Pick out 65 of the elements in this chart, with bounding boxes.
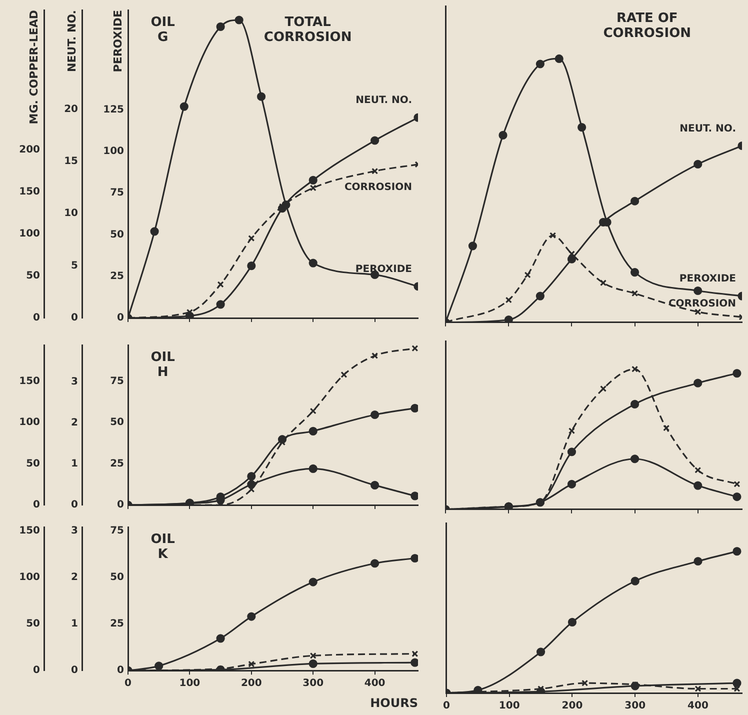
y-tick-label: 0: [117, 665, 124, 676]
x-tick-label: 300: [624, 700, 646, 712]
y-tick-label: 50: [110, 229, 124, 240]
series-label: NEUT. NO.: [356, 95, 412, 106]
y-tick-label: 25: [110, 618, 124, 630]
series-label: PEROXIDE: [679, 274, 736, 285]
y2-tick-label: 1: [71, 458, 78, 470]
y-tick-label: 0: [117, 312, 124, 324]
y2-tick-label: 0: [71, 312, 78, 324]
y2-tick-label: 15: [64, 156, 78, 167]
y-tick-label: 75: [110, 376, 124, 387]
series-label: PEROXIDE: [355, 264, 412, 275]
y2-tick-label: 0: [71, 665, 78, 676]
y3-axis-title: MG. COPPER-LEAD: [27, 10, 40, 124]
y2-tick-label: 0: [71, 500, 78, 511]
x-tick-label: 400: [688, 700, 708, 712]
y3-tick-label: 150: [19, 376, 40, 387]
annotation: OIL G: [150, 14, 175, 45]
y-tick-label: 0: [117, 500, 124, 511]
y-tick-label: 50: [110, 417, 124, 428]
y-tick-label: 25: [110, 458, 124, 470]
x-axis-title: HOURS: [370, 696, 418, 710]
x-tick-label: 300: [302, 678, 324, 690]
y2-tick-label: 10: [64, 208, 78, 220]
annotation: OIL K: [150, 532, 175, 562]
y3-tick-label: 100: [19, 417, 40, 428]
y3-tick-label: 50: [26, 458, 40, 470]
series-label: CORROSION: [344, 182, 412, 194]
y2-tick-label: 2: [71, 418, 78, 429]
y2-axis-title: NEUT. NO.: [65, 10, 78, 72]
y3-tick-label: 150: [19, 186, 40, 198]
x-tick-label: 0: [442, 700, 450, 712]
annotation: TOTAL CORROSION: [264, 14, 352, 45]
x-tick-label: 200: [562, 700, 583, 712]
y3-tick-label: 50: [26, 618, 40, 630]
y3-tick-label: 0: [33, 500, 40, 511]
y2-tick-label: 20: [64, 104, 78, 115]
y3-tick-label: 50: [26, 270, 40, 282]
y3-tick-label: 150: [19, 525, 40, 536]
text: RATE OF CORROSION: [603, 10, 692, 41]
series-label: NEUT. NO.: [680, 123, 736, 134]
series-label: CORROSION: [668, 298, 736, 310]
y3-tick-label: 100: [19, 572, 40, 583]
y2-tick-label: 2: [71, 572, 78, 583]
y-tick-label: 50: [110, 572, 124, 583]
annotation: OIL H: [150, 350, 175, 380]
y3-tick-label: 200: [19, 144, 40, 156]
y-tick-label: 75: [110, 525, 124, 536]
x-tick-label: 100: [498, 700, 520, 712]
y2-tick-label: 3: [71, 525, 78, 536]
y-tick-label: 100: [103, 146, 124, 158]
y3-tick-label: 0: [33, 312, 40, 324]
y-axis-title: PEROXIDE: [111, 10, 124, 72]
y2-tick-label: 1: [71, 618, 78, 630]
y2-tick-label: 5: [71, 260, 78, 272]
x-tick-label: 200: [240, 678, 262, 690]
x-tick-label: 400: [364, 678, 386, 690]
y-tick-label: 25: [110, 270, 124, 282]
y3-tick-label: 100: [19, 228, 40, 240]
y-tick-label: 75: [110, 188, 124, 199]
x-tick-label: 100: [179, 678, 200, 690]
x-tick-label: 0: [124, 678, 132, 690]
y3-tick-label: 0: [33, 665, 40, 676]
y2-tick-label: 3: [71, 376, 78, 388]
y-tick-label: 125: [103, 104, 124, 116]
